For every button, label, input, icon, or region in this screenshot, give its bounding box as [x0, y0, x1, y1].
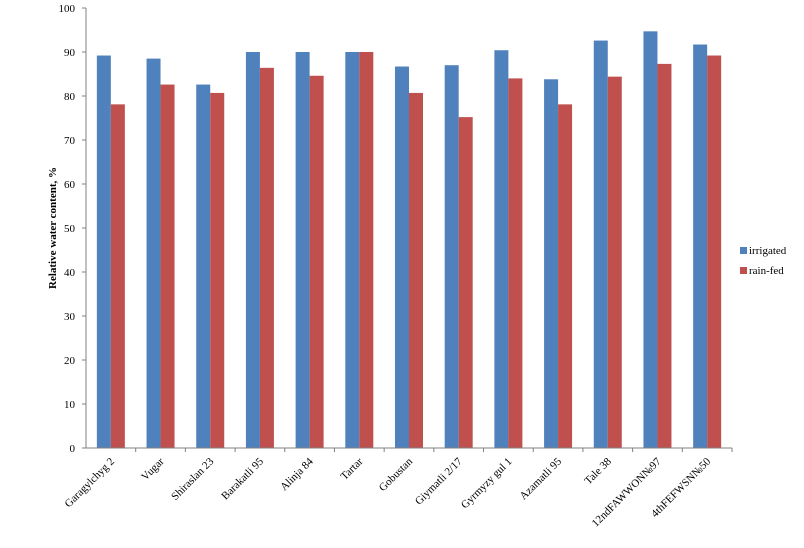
x-tick-label: Tartar — [338, 455, 365, 482]
bar-rain-fed-1 — [160, 84, 175, 448]
x-tick-label: Vugar — [139, 455, 167, 483]
bar-irrigated-10 — [593, 40, 608, 449]
legend-label-rain-fed: rain-fed — [749, 265, 784, 277]
x-tick-label: Gyrmyzy gul 1 — [459, 456, 515, 512]
bar-irrigated-8 — [494, 50, 509, 449]
y-tick-label: 20 — [64, 355, 76, 367]
legend-swatch-irrigated — [740, 247, 747, 254]
x-tick-label: Barakatli 95 — [219, 455, 266, 502]
bar-irrigated-12 — [693, 44, 708, 449]
bar-rain-fed-2 — [210, 92, 225, 449]
legend: irrigated rain-fed — [740, 245, 787, 277]
x-tick-label: Shiraslan 23 — [169, 455, 217, 503]
bars — [96, 31, 733, 452]
bar-irrigated-0 — [96, 55, 111, 449]
bar-irrigated-2 — [196, 84, 211, 448]
x-tick-label: Gobustan — [377, 455, 416, 494]
y-tick-label: 40 — [64, 267, 76, 279]
bar-rain-fed-3 — [259, 67, 274, 448]
y-tick-label: 90 — [64, 47, 76, 59]
bar-rain-fed-9 — [558, 104, 573, 449]
y-tick-label: 50 — [64, 223, 76, 235]
y-tick-label: 30 — [64, 311, 76, 323]
bar-irrigated-1 — [146, 58, 161, 448]
x-tick-label: Giymatli 2/17 — [413, 455, 465, 507]
bar-irrigated-7 — [444, 65, 459, 448]
bar-rain-fed-7 — [458, 117, 473, 449]
bar-rain-fed-5 — [359, 52, 374, 448]
bar-rain-fed-4 — [309, 75, 324, 448]
bar-rain-fed-8 — [508, 78, 523, 449]
legend-swatch-rain-fed — [740, 267, 747, 274]
y-tick-label: 60 — [64, 179, 76, 191]
bar-irrigated-4 — [295, 52, 310, 448]
bar-irrigated-11 — [643, 31, 658, 448]
legend-label-irrigated: irrigated — [749, 245, 787, 257]
y-axis-title: Relative water content, % — [47, 167, 59, 289]
y-tick-label: 0 — [70, 443, 76, 455]
bar-rain-fed-6 — [409, 92, 423, 449]
bar-irrigated-5 — [345, 52, 360, 448]
y-tick-label: 100 — [59, 3, 76, 15]
x-tick-label: Garagylchyg 2 — [62, 456, 116, 510]
y-tick-label: 80 — [64, 91, 76, 103]
bar-rain-fed-12 — [707, 55, 722, 449]
y-axis-ticks: 0 10 20 30 40 50 60 70 80 90 100 — [59, 3, 86, 455]
bar-irrigated-9 — [544, 79, 559, 448]
x-tick-label: Azamatli 95 — [517, 455, 564, 502]
bar-rain-fed-11 — [657, 63, 672, 448]
bar-irrigated-3 — [245, 52, 260, 448]
bar-irrigated-6 — [395, 66, 409, 449]
bar-rain-fed-0 — [110, 104, 125, 449]
y-tick-label: 10 — [64, 399, 76, 411]
x-tick-label: Tale 38 — [582, 455, 614, 487]
x-axis-tick-labels: Garagylchyg 2 Vugar Shiraslan 23 Barakatli … — [62, 455, 713, 529]
bar-rain-fed-10 — [607, 76, 622, 448]
x-tick-label: Alinja 84 — [278, 455, 316, 493]
y-tick-label: 70 — [64, 135, 76, 147]
